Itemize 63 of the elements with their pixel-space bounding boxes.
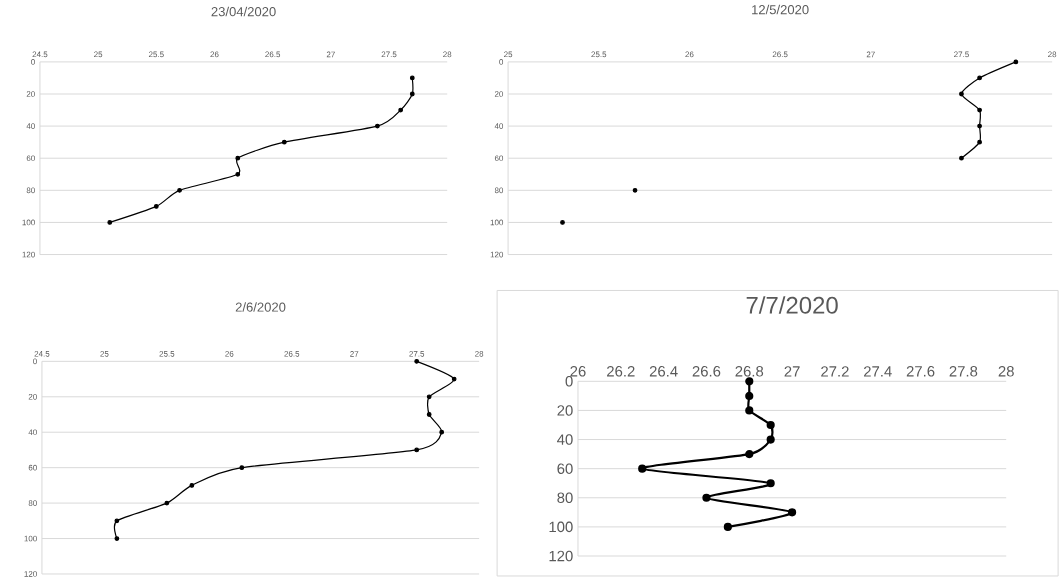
point — [114, 518, 120, 524]
chart-title: 12/5/2020 — [752, 4, 809, 15]
x-tick-label: 27.4 — [863, 366, 892, 377]
y-tick-label: 0 — [565, 375, 573, 387]
x-tick-label: 27.6 — [906, 365, 935, 377]
point — [1013, 59, 1019, 65]
point — [977, 75, 982, 81]
point — [164, 500, 170, 506]
chart-title: 23/04/2020 — [211, 6, 276, 17]
point — [638, 464, 647, 473]
point — [281, 139, 287, 145]
x-tick-label: 26 — [570, 365, 586, 377]
point — [398, 107, 404, 113]
point — [745, 377, 754, 386]
point — [374, 123, 380, 129]
point — [723, 522, 732, 531]
chart-title: 2/6/2020 — [235, 302, 286, 312]
point — [632, 187, 638, 193]
point — [107, 219, 113, 225]
x-tick-label: 26.8 — [735, 365, 764, 377]
point — [409, 75, 415, 81]
point — [114, 536, 120, 541]
point — [745, 391, 754, 400]
point — [977, 123, 982, 129]
point — [560, 219, 565, 225]
y-tick-label: 60 — [557, 463, 573, 474]
x-tick-label: 26.6 — [692, 365, 721, 377]
y-tick-label: 100 — [549, 521, 573, 533]
point — [177, 187, 182, 193]
point — [451, 376, 457, 382]
point — [153, 203, 159, 209]
x-tick-label: 27.2 — [821, 366, 849, 377]
point — [788, 508, 797, 517]
point — [426, 412, 432, 417]
y-tick-label: 40 — [557, 434, 573, 445]
point — [766, 479, 775, 488]
point — [702, 493, 711, 502]
x-tick-label: 26.2 — [607, 365, 635, 377]
point — [235, 155, 241, 161]
point — [766, 420, 775, 429]
point — [235, 171, 241, 177]
point — [414, 358, 420, 364]
point — [766, 435, 775, 444]
point — [439, 429, 445, 435]
point — [239, 465, 245, 470]
point — [977, 107, 982, 113]
point — [414, 447, 420, 453]
x-tick-label: 26.4 — [649, 365, 678, 377]
point — [959, 91, 964, 97]
point — [409, 91, 415, 97]
y-tick-label: 20 — [557, 405, 573, 416]
x-tick-label: 27.8 — [949, 365, 978, 377]
point — [189, 482, 195, 488]
point — [745, 449, 754, 459]
x-tick-label: 27 — [784, 366, 800, 377]
point — [426, 394, 432, 400]
x-tick-label: 28 — [998, 365, 1014, 377]
point — [745, 406, 754, 415]
point — [977, 139, 982, 145]
chart-title: 7/7/2020 — [746, 296, 838, 314]
point — [959, 155, 964, 161]
y-tick-label: 80 — [557, 492, 573, 503]
y-tick-label: 120 — [549, 550, 573, 562]
